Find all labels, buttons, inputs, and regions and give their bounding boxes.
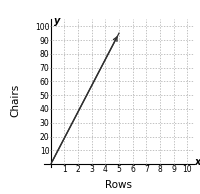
Y-axis label: Chairs: Chairs bbox=[10, 84, 20, 117]
Text: y: y bbox=[54, 16, 61, 26]
X-axis label: Rows: Rows bbox=[106, 180, 132, 190]
Text: x: x bbox=[195, 157, 200, 167]
